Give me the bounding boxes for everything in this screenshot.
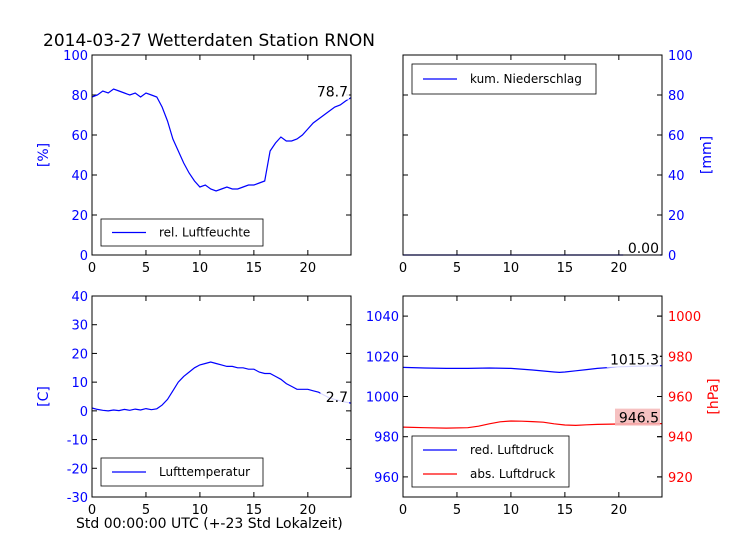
x-tick-label: 15: [246, 261, 263, 276]
panel-pressure: 0 5 10 15 20 960 980 1000 1020 1040 920 940 960 980 10…: [366, 295, 722, 518]
x-axis-label: Std 00:00:00 UTC (+-23 Std Lokalzeit): [76, 516, 343, 532]
legend-box: [411, 435, 570, 488]
legend-label: abs. Luftdruck: [470, 467, 555, 481]
x-tick-label: 15: [246, 503, 263, 518]
value-annotation: 0.00: [628, 241, 659, 257]
value-annotation: 946.5: [619, 411, 659, 427]
y-tick-label: 20: [71, 209, 88, 224]
y-tick-label: 40: [668, 169, 685, 184]
y-tick-label: 1020: [366, 350, 399, 365]
y-tick-label: 100: [63, 49, 88, 64]
y-tick-label: 1000: [366, 391, 399, 406]
x-tick-label: 5: [453, 503, 461, 518]
x-tick-label: 15: [557, 503, 574, 518]
y-tick-label: -30: [67, 491, 88, 506]
annotation-box: [606, 350, 660, 368]
panel-precip: 0 5 10 15 20 0 20 40 60 80 100 [mm] 0.00 kum. Nieders…: [399, 49, 715, 276]
legend: kum. Niederschlag: [411, 63, 597, 95]
x-tick-label: 0: [399, 261, 407, 276]
y2-tick-label: 940: [668, 431, 693, 446]
annotation-box: [623, 239, 660, 256]
y2-tick-label: 1000: [668, 310, 701, 325]
plot-frame: [91, 54, 352, 256]
y-tick-label: 40: [71, 169, 88, 184]
series-line: [91, 88, 352, 192]
value-annotation: 1015.3: [610, 353, 659, 369]
x-tick-label: 5: [453, 261, 461, 276]
x-tick-label: 20: [300, 503, 317, 518]
y-tick-label: 0: [80, 249, 88, 264]
legend-label: rel. Luftfeuchte: [159, 226, 250, 240]
value-annotation: 78.7: [317, 85, 348, 101]
legend: Lufttemperatur: [100, 457, 264, 487]
x-tick-label: 0: [88, 503, 96, 518]
annotation-box: [615, 408, 660, 426]
x-tick-label: 5: [142, 261, 150, 276]
plot-frame: [402, 295, 663, 498]
plot-frame: [91, 295, 352, 498]
y2-tick-label: 960: [668, 391, 693, 406]
x-tick-label: 20: [611, 503, 628, 518]
x-tick-label: 10: [503, 503, 520, 518]
y-tick-label: 30: [71, 319, 88, 334]
legend: red. Luftdruck abs. Luftdruck: [411, 435, 570, 488]
x-tick-label: 0: [88, 261, 96, 276]
value-annotation: 2.7: [326, 390, 348, 406]
legend-label: Lufttemperatur: [159, 465, 250, 479]
y-tick-label: 80: [71, 89, 88, 104]
y-axis-label: [%]: [36, 143, 52, 167]
y-tick-label: 1040: [366, 310, 399, 325]
x-tick-label: 15: [557, 261, 574, 276]
x-tick-label: 20: [300, 261, 317, 276]
y2-tick-label: 920: [668, 471, 693, 486]
y-tick-label: 60: [668, 129, 685, 144]
y-tick-label: 0: [668, 249, 676, 264]
x-tick-label: 0: [399, 503, 407, 518]
annotation-box: [312, 82, 349, 100]
x-tick-label: 10: [503, 261, 520, 276]
legend-label: kum. Niederschlag: [470, 72, 582, 86]
x-tick-label: 20: [611, 261, 628, 276]
y-tick-label: 40: [71, 290, 88, 305]
series-line: [402, 365, 663, 374]
x-tick-label: 10: [192, 503, 209, 518]
legend-label: red. Luftdruck: [470, 443, 554, 457]
panel-humidity: 0 5 10 15 20 0 20 40 60 80 100 [%] 78.7 rel. Luftfeuc…: [36, 49, 352, 276]
series-line: [91, 361, 352, 412]
panel-temperature: 0 5 10 15 20 -30 -20 -10 0 10 20 30 40 [C] 2.7 Lufttemp…: [36, 290, 352, 518]
y-tick-label: 80: [668, 89, 685, 104]
x-tick-label: 5: [142, 503, 150, 518]
x-tick-label: 10: [192, 261, 209, 276]
y2-tick-label: 980: [668, 350, 693, 365]
y-tick-label: 20: [71, 347, 88, 362]
y-tick-label: -20: [67, 462, 88, 477]
y-tick-label: 980: [374, 431, 399, 446]
figure-title: 2014-03-27 Wetterdaten Station RNON: [43, 31, 375, 51]
y2-axis-label: [hPa]: [706, 378, 722, 414]
series-line: [402, 420, 663, 429]
plot-frame: [402, 54, 663, 256]
y-tick-label: -10: [67, 434, 88, 449]
y-tick-label: 20: [668, 209, 685, 224]
y-tick-label: 0: [80, 405, 88, 420]
y-axis-label: [C]: [36, 386, 52, 407]
y-tick-label: 60: [71, 129, 88, 144]
y-tick-label: 960: [374, 471, 399, 486]
y-axis-label: [mm]: [699, 136, 715, 174]
y-tick-label: 10: [71, 376, 88, 391]
annotation-box: [320, 388, 349, 406]
legend: rel. Luftfeuchte: [100, 218, 264, 247]
y-tick-label: 100: [668, 49, 693, 64]
